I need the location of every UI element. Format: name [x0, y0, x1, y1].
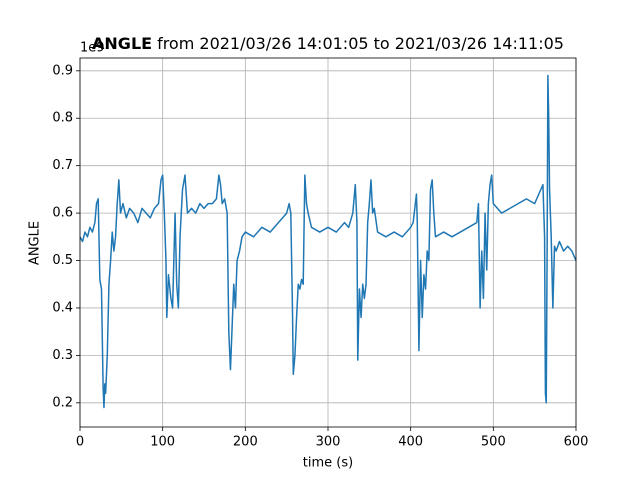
- y-axis-label: ANGLE: [28, 221, 43, 265]
- x-tick-label: 400: [398, 435, 423, 450]
- y-tick-label: 0.8: [52, 111, 73, 126]
- plot-frame: [79, 57, 577, 428]
- title-bold: ANGLE: [92, 34, 152, 53]
- y-tick-label: 0.2: [52, 395, 73, 410]
- y-tick-label: 0.4: [52, 300, 73, 315]
- x-tick-label: 200: [233, 435, 258, 450]
- y-tick-label: 0.9: [52, 63, 73, 78]
- x-tick-label: 100: [150, 435, 175, 450]
- x-tick-label: 0: [76, 435, 84, 450]
- x-tick-label: 500: [481, 435, 506, 450]
- offset-label: 1e9: [80, 41, 105, 56]
- title-rest: from 2021/03/26 14:01:05 to 2021/03/26 1…: [157, 34, 564, 53]
- data-line: [79, 74, 577, 409]
- chart-title: ANGLE from 2021/03/26 14:01:05 to 2021/03…: [92, 34, 564, 53]
- y-tick-label: 0.5: [52, 253, 73, 268]
- y-tick-label: 0.7: [52, 158, 73, 173]
- x-tick-label: 600: [564, 435, 589, 450]
- x-tick-label: 300: [316, 435, 341, 450]
- x-axis-label: time (s): [303, 456, 353, 471]
- y-tick-label: 0.3: [52, 348, 73, 363]
- y-tick-label: 0.6: [52, 206, 73, 221]
